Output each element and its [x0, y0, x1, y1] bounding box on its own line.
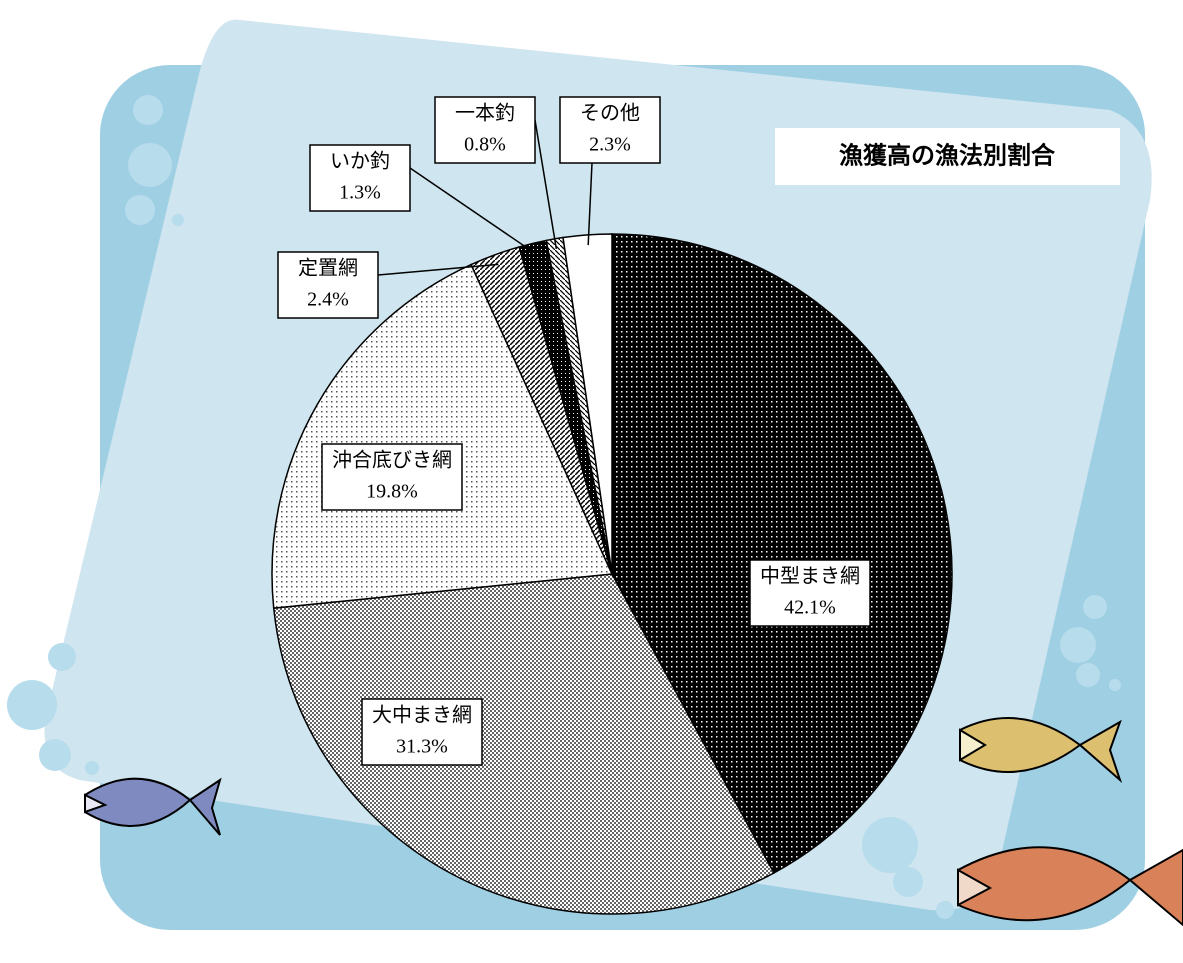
value-label: 0.8% [464, 134, 506, 156]
fish [84, 717, 1183, 927]
leader-line [377, 263, 499, 276]
label-box [277, 251, 379, 319]
value-label: 19.8% [366, 481, 418, 503]
leader-line [534, 119, 558, 250]
value-label: 1.3% [339, 182, 381, 204]
category-label: いか釣 [330, 150, 390, 173]
label-box [559, 96, 661, 164]
label-box [749, 559, 871, 627]
category-label: 沖合底びき網 [332, 449, 452, 472]
pie-slice [271, 263, 614, 609]
category-label: 一本釣 [455, 102, 515, 125]
label-box [309, 144, 411, 212]
pie [271, 233, 953, 915]
leader-line [587, 162, 593, 246]
category-label: その他 [580, 102, 640, 125]
chart-title: 漁獲高の漁法別割合 [839, 141, 1056, 169]
labels: 中型まき網 42.1% 大中まき網 31.3% 沖合底びき網 19.8% 定置網 2.4% いか… [277, 96, 871, 766]
label-box [361, 698, 483, 766]
title-box [775, 128, 1120, 185]
pie-slice [272, 573, 775, 915]
value-label: 31.3% [396, 736, 448, 758]
pie-slice [562, 233, 613, 575]
pie-slice [611, 233, 953, 874]
label-box [434, 96, 536, 164]
value-label: 42.1% [784, 597, 836, 619]
value-label: 2.3% [589, 134, 631, 156]
category-label: 定置網 [298, 257, 358, 280]
label-box [321, 443, 463, 511]
leader-line [409, 167, 536, 254]
category-label: 大中まき網 [372, 704, 472, 727]
category-label: 中型まき網 [760, 565, 860, 588]
value-label: 2.4% [307, 289, 349, 311]
